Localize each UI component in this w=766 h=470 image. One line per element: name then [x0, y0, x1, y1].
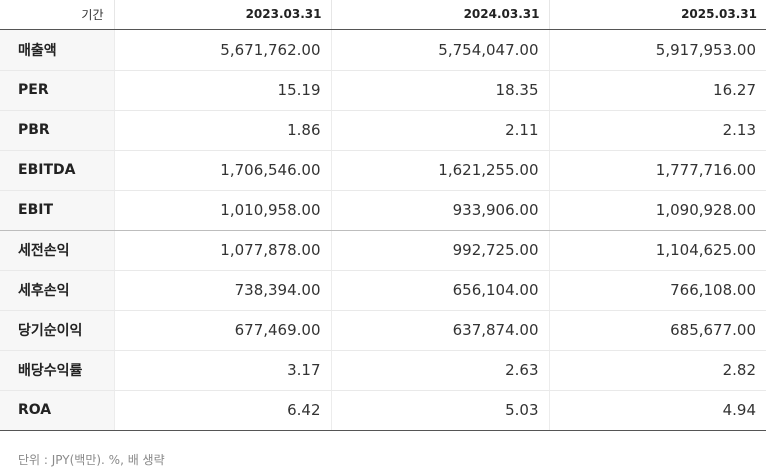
table-cell: 1,104,625.00: [549, 230, 766, 271]
table-cell: 5,671,762.00: [114, 29, 332, 71]
table-cell: 2.82: [549, 350, 766, 391]
unit-footnote: 단위 : JPY(백만). %, 배 생략: [18, 453, 165, 467]
table-cell: 677,469.00: [114, 310, 332, 351]
row-label: 세후손익: [0, 270, 115, 311]
row-label: EBITDA: [0, 150, 115, 191]
period-header: 2024.03.31: [331, 0, 550, 30]
table-cell: 656,104.00: [331, 270, 550, 311]
table-cell: 1,077,878.00: [114, 230, 332, 271]
financial-table: 기간 2023.03.31 2024.03.31 2025.03.31 매출액 …: [0, 0, 766, 431]
row-label: EBIT: [0, 190, 115, 231]
table-cell: 1.86: [114, 110, 332, 151]
period-header: 2023.03.31: [114, 0, 332, 30]
table-row: PBR 1.86 2.11 2.13: [0, 110, 766, 151]
table-cell: 1,777,716.00: [549, 150, 766, 191]
table-header: 기간 2023.03.31 2024.03.31 2025.03.31: [0, 0, 766, 30]
table-cell: 685,677.00: [549, 310, 766, 351]
table-cell: 1,090,928.00: [549, 190, 766, 231]
row-label: 세전손익: [0, 230, 115, 271]
table-cell: 6.42: [114, 390, 332, 431]
table-cell: 738,394.00: [114, 270, 332, 311]
table-cell: 1,621,255.00: [331, 150, 550, 191]
row-label: PBR: [0, 110, 115, 151]
table-cell: 933,906.00: [331, 190, 550, 231]
table-cell: 5.03: [331, 390, 550, 431]
table-cell: 766,108.00: [549, 270, 766, 311]
row-label: 배당수익률: [0, 350, 115, 391]
table-row: 매출액 5,671,762.00 5,754,047.00 5,917,953.…: [0, 29, 766, 71]
table-cell: 2.63: [331, 350, 550, 391]
table-cell: 15.19: [114, 70, 332, 111]
table-cell: 1,706,546.00: [114, 150, 332, 191]
table-row: EBIT 1,010,958.00 933,906.00 1,090,928.0…: [0, 190, 766, 231]
table-row: PER 15.19 18.35 16.27: [0, 70, 766, 111]
table-cell: 992,725.00: [331, 230, 550, 271]
period-header: 2025.03.31: [549, 0, 766, 30]
row-label: 매출액: [0, 29, 115, 71]
table-row: 배당수익률 3.17 2.63 2.82: [0, 350, 766, 391]
table-cell: 2.13: [549, 110, 766, 151]
table-row: 세후손익 738,394.00 656,104.00 766,108.00: [0, 270, 766, 311]
table-cell: 5,917,953.00: [549, 29, 766, 71]
period-label-header: 기간: [0, 0, 115, 30]
table-cell: 5,754,047.00: [331, 29, 550, 71]
table-row: EBITDA 1,706,546.00 1,621,255.00 1,777,7…: [0, 150, 766, 191]
row-label: PER: [0, 70, 115, 111]
table-row: 세전손익 1,077,878.00 992,725.00 1,104,625.0…: [0, 230, 766, 271]
table-body: 매출액 5,671,762.00 5,754,047.00 5,917,953.…: [0, 29, 766, 431]
table-cell: 4.94: [549, 390, 766, 431]
table-row: ROA 6.42 5.03 4.94: [0, 390, 766, 431]
row-label: ROA: [0, 390, 115, 431]
table-row: 당기순이익 677,469.00 637,874.00 685,677.00: [0, 310, 766, 351]
table-cell: 18.35: [331, 70, 550, 111]
table-cell: 16.27: [549, 70, 766, 111]
table-cell: 1,010,958.00: [114, 190, 332, 231]
table-cell: 2.11: [331, 110, 550, 151]
row-label: 당기순이익: [0, 310, 115, 351]
header-row: 기간 2023.03.31 2024.03.31 2025.03.31: [0, 0, 766, 30]
table-cell: 3.17: [114, 350, 332, 391]
table-cell: 637,874.00: [331, 310, 550, 351]
